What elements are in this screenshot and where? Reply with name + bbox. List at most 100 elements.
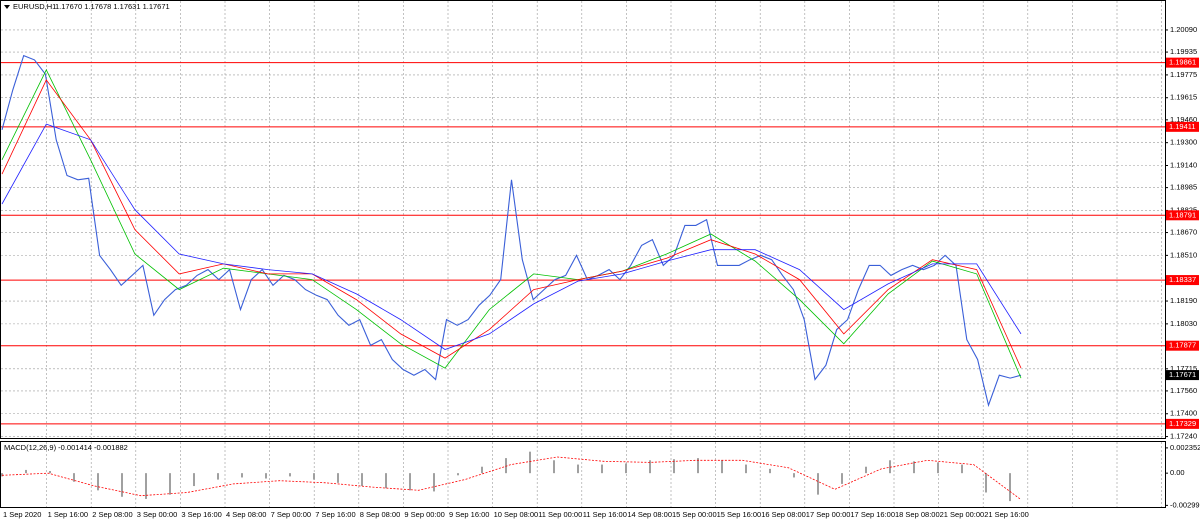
histogram-bar bbox=[697, 458, 699, 474]
histogram-bar bbox=[481, 466, 483, 474]
histogram-bar bbox=[649, 460, 651, 474]
y-tick-label: 1.18825 bbox=[1170, 205, 1197, 214]
y-tick-label: 1.17240 bbox=[1170, 432, 1197, 441]
dropdown-icon[interactable] bbox=[4, 5, 10, 9]
x-tick-label: 16 Sep 08:00 bbox=[761, 510, 806, 519]
histogram-bar bbox=[625, 463, 627, 474]
histogram-bar bbox=[793, 473, 795, 478]
y-tick-label: 1.19615 bbox=[1170, 93, 1197, 102]
signal-line bbox=[1, 456, 1021, 500]
histogram-bar bbox=[73, 473, 75, 482]
histogram-bar bbox=[745, 464, 747, 474]
y-tick-label: 1.19140 bbox=[1170, 160, 1197, 169]
level-label-bg bbox=[1166, 275, 1199, 286]
y-tick-label: -0.002999 bbox=[1170, 500, 1200, 509]
level-label: 1.19411 bbox=[1169, 122, 1196, 131]
last-price-bg bbox=[1166, 370, 1199, 381]
y-tick-label: 1.18670 bbox=[1170, 228, 1197, 237]
histogram-bar bbox=[961, 464, 963, 474]
histogram-bar bbox=[529, 451, 531, 474]
ohlc-values: 1.17670 1.17678 1.17631 1.17671 bbox=[55, 2, 170, 11]
histogram-bar bbox=[361, 473, 363, 487]
histogram-bar bbox=[313, 473, 315, 480]
main-panel bbox=[0, 0, 1166, 439]
y-tick-label: 0.002352 bbox=[1170, 443, 1200, 452]
histogram-bar bbox=[49, 471, 51, 474]
y-tick-label: 1.20090 bbox=[1170, 25, 1197, 34]
y-tick-label: 1.19460 bbox=[1170, 115, 1197, 124]
histogram-bar bbox=[1009, 473, 1011, 502]
price-series bbox=[1, 54, 1022, 408]
x-tick-label: 11 Sep 16:00 bbox=[583, 510, 627, 519]
x-tick-label: 2 Sep 08:00 bbox=[92, 510, 132, 519]
y-tick-label: 1.18190 bbox=[1170, 296, 1197, 305]
histogram-bar bbox=[505, 458, 507, 474]
x-tick-label: 21 Sep 16:00 bbox=[984, 510, 1029, 519]
histogram-bar bbox=[577, 464, 579, 474]
price-series bbox=[1, 68, 1022, 379]
histogram-bar bbox=[553, 460, 555, 474]
level-label-bg bbox=[1166, 210, 1199, 221]
symbol-title: EURUSD,H1 bbox=[13, 2, 56, 11]
histogram-bar bbox=[841, 473, 843, 484]
histogram-bar bbox=[337, 473, 339, 483]
y-tick-label: 1.17560 bbox=[1170, 386, 1197, 395]
y-tick-label: 0.00 bbox=[1170, 468, 1185, 477]
x-tick-label: 4 Sep 08:00 bbox=[226, 510, 266, 519]
y-tick-label: 1.18510 bbox=[1170, 250, 1197, 259]
histogram-bar bbox=[673, 459, 675, 474]
level-label-bg bbox=[1166, 340, 1199, 351]
x-tick-label: 18 Sep 08:00 bbox=[895, 510, 940, 519]
x-tick-label: 9 Sep 16:00 bbox=[449, 510, 489, 519]
y-tick-label: 1.17715 bbox=[1170, 364, 1197, 373]
x-tick-label: 11 Sep 00:00 bbox=[538, 510, 582, 519]
x-tick-label: 21 Sep 00:00 bbox=[940, 510, 985, 519]
level-label-bg bbox=[1166, 121, 1199, 132]
level-label: 1.18337 bbox=[1169, 275, 1196, 284]
y-tick-label: 1.19935 bbox=[1170, 47, 1197, 56]
histogram-bar bbox=[601, 464, 603, 474]
histogram-bar bbox=[217, 473, 219, 480]
histogram-bar bbox=[913, 461, 915, 474]
histogram-bar bbox=[985, 473, 987, 493]
histogram-bar bbox=[97, 473, 99, 491]
last-price-label: 1.17671 bbox=[1169, 370, 1196, 379]
histogram-bar bbox=[145, 473, 147, 499]
histogram-bar bbox=[25, 469, 27, 474]
x-tick-label: 17 Sep 00:00 bbox=[806, 510, 851, 519]
x-tick-label: 9 Sep 00:00 bbox=[404, 510, 444, 519]
macd-title: MACD(12,26,9) -0.001414 -0.001882 bbox=[4, 443, 128, 452]
price-series bbox=[1, 79, 1022, 369]
histogram-bar bbox=[433, 473, 435, 492]
y-tick-label: 1.18030 bbox=[1170, 319, 1197, 328]
x-tick-label: 3 Sep 00:00 bbox=[137, 510, 177, 519]
histogram-bar bbox=[769, 468, 771, 474]
histogram-bar bbox=[1, 473, 3, 477]
level-label: 1.17877 bbox=[1169, 341, 1196, 350]
level-label: 1.17329 bbox=[1169, 419, 1196, 428]
x-tick-label: 7 Sep 00:00 bbox=[271, 510, 311, 519]
x-tick-label: 14 Sep 08:00 bbox=[627, 510, 672, 519]
x-tick-label: 15 Sep 00:00 bbox=[672, 510, 717, 519]
histogram-bar bbox=[889, 460, 891, 474]
histogram-bar bbox=[409, 473, 411, 491]
histogram-bar bbox=[865, 466, 867, 474]
level-label-bg bbox=[1166, 418, 1199, 429]
histogram-bar bbox=[937, 462, 939, 474]
histogram-bar bbox=[265, 473, 267, 479]
level-label: 1.19861 bbox=[1169, 58, 1196, 67]
histogram-bar bbox=[385, 473, 387, 489]
y-tick-label: 1.17400 bbox=[1170, 409, 1197, 418]
x-tick-label: 17 Sep 16:00 bbox=[850, 510, 895, 519]
price-series bbox=[1, 123, 1022, 350]
x-tick-label: 3 Sep 16:00 bbox=[181, 510, 221, 519]
histogram-bar bbox=[193, 473, 195, 487]
histogram-bar bbox=[241, 473, 243, 478]
y-tick-label: 1.19775 bbox=[1170, 70, 1197, 79]
histogram-bar bbox=[169, 473, 171, 495]
histogram-bar bbox=[121, 473, 123, 497]
level-label-bg bbox=[1166, 57, 1199, 68]
histogram-bar bbox=[817, 473, 819, 495]
